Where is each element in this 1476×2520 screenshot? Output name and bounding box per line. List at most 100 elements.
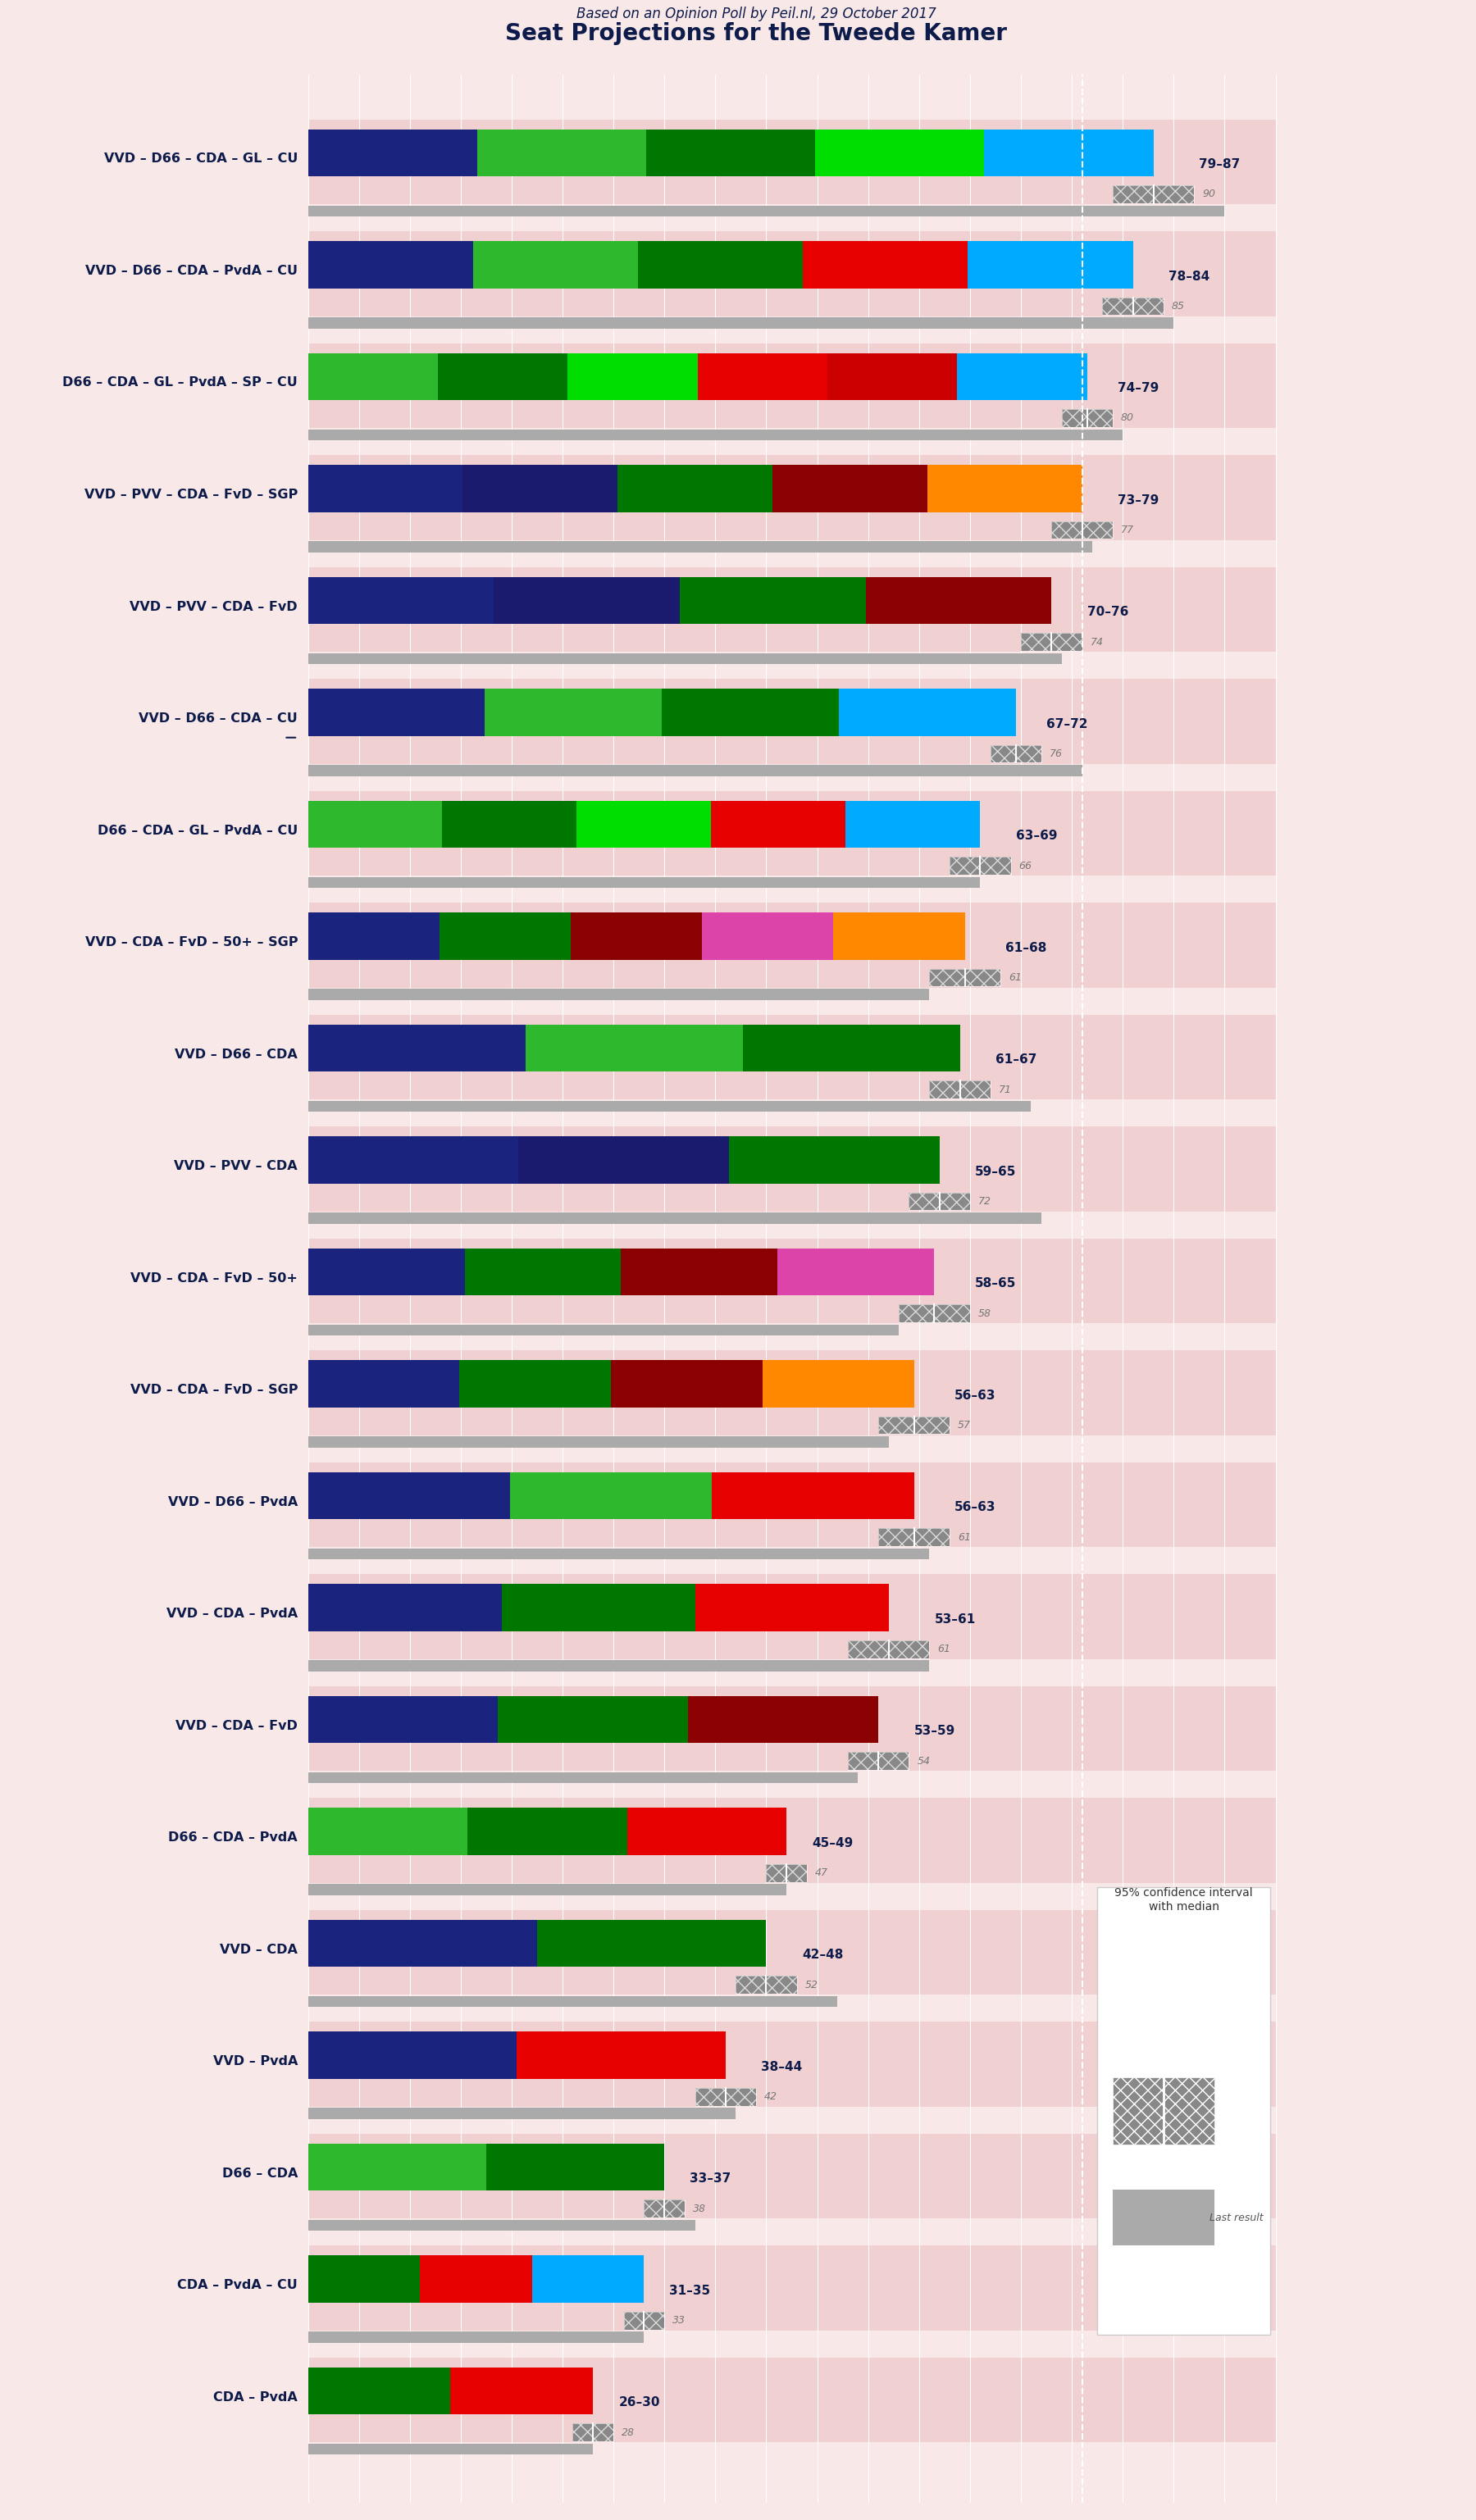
Text: VVD – D66 – PvdA: VVD – D66 – PvdA (168, 1497, 298, 1507)
Bar (308, 2245, 1275, 2331)
Text: 77: 77 (1120, 524, 1134, 534)
Title: Seat Projections for the Tweede Kamer: Seat Projections for the Tweede Kamer (505, 23, 1007, 45)
Bar (1113, 186, 1194, 204)
Text: VVD – D66 – CDA – PvdA – CU: VVD – D66 – CDA – PvdA – CU (86, 265, 298, 277)
Bar (735, 1976, 797, 1993)
Bar (573, 2424, 614, 2442)
Text: 33–37: 33–37 (689, 2172, 731, 2185)
Bar (568, 353, 698, 401)
Bar (440, 912, 571, 960)
Bar (472, 242, 638, 287)
Bar (308, 1585, 502, 1630)
Bar (735, 1976, 797, 1993)
Bar (847, 1751, 909, 1769)
Text: 72: 72 (979, 1197, 992, 1207)
Bar (930, 1081, 990, 1099)
Bar (308, 1361, 459, 1406)
Bar (308, 567, 1275, 653)
Bar (308, 2331, 644, 2344)
Bar (1097, 1887, 1271, 2336)
Bar (308, 2145, 486, 2190)
Bar (695, 1585, 889, 1630)
Bar (308, 1137, 518, 1184)
Bar (308, 678, 1275, 764)
Text: 53–59: 53–59 (914, 1726, 955, 1736)
Text: 56–63: 56–63 (955, 1502, 996, 1515)
Text: 61: 61 (1008, 973, 1021, 983)
Bar (763, 1361, 914, 1406)
Bar (661, 688, 838, 736)
Text: 63–69: 63–69 (1015, 829, 1057, 842)
Text: Last result: Last result (1209, 2213, 1263, 2223)
Text: 52: 52 (804, 1978, 818, 1991)
Bar (627, 1807, 787, 1855)
Bar (949, 857, 1011, 874)
Bar (772, 466, 927, 512)
Bar (308, 688, 486, 736)
Bar (308, 242, 472, 287)
Text: D66 – CDA: D66 – CDA (221, 2167, 298, 2180)
Text: VVD – PvdA: VVD – PvdA (213, 2056, 298, 2066)
Text: 54: 54 (917, 1756, 930, 1767)
Text: 42: 42 (765, 2092, 778, 2102)
Text: 45–49: 45–49 (812, 1837, 853, 1850)
Text: 58–65: 58–65 (976, 1278, 1017, 1290)
Bar (703, 912, 834, 960)
Bar (1061, 408, 1113, 426)
Bar (308, 791, 1275, 877)
Text: 26–30: 26–30 (618, 2397, 660, 2409)
Text: 42–48: 42–48 (801, 1948, 843, 1961)
Bar (828, 353, 958, 401)
Bar (308, 766, 1082, 776)
Text: 78–84: 78–84 (1169, 270, 1210, 282)
Bar (308, 2366, 450, 2414)
Bar (308, 318, 1173, 328)
Bar (308, 2031, 517, 2079)
Bar (459, 1361, 611, 1406)
Bar (308, 207, 1225, 217)
Text: 61–67: 61–67 (995, 1053, 1036, 1066)
Text: VVD – PVV – CDA – FvD – SGP: VVD – PVV – CDA – FvD – SGP (84, 489, 298, 501)
Text: 70–76: 70–76 (1088, 607, 1129, 617)
Text: 79–87: 79–87 (1199, 159, 1240, 171)
Bar (486, 688, 661, 736)
Bar (308, 1575, 1275, 1658)
Bar (525, 1026, 742, 1071)
Bar (878, 1416, 949, 1434)
Bar (308, 542, 1092, 552)
Bar (688, 1696, 878, 1744)
Bar (990, 746, 1041, 764)
Bar (308, 1797, 1275, 1882)
Bar (865, 577, 1051, 625)
Bar (930, 968, 1001, 985)
Bar (497, 1696, 688, 1744)
Bar (1051, 522, 1113, 539)
Bar (450, 2366, 593, 2414)
Bar (308, 1807, 468, 1855)
Bar (958, 353, 1088, 401)
Bar (573, 2424, 614, 2442)
Text: 76: 76 (1049, 748, 1063, 759)
Bar (847, 1641, 930, 1658)
Bar (846, 801, 980, 847)
Bar (878, 1527, 949, 1547)
Bar (308, 1910, 1275, 1996)
Bar (621, 1247, 778, 1295)
Bar (930, 968, 1001, 985)
Bar (443, 801, 577, 847)
Text: VVD – D66 – CDA – CU: VVD – D66 – CDA – CU (139, 713, 298, 726)
Bar (1021, 633, 1082, 650)
Bar (778, 1247, 934, 1295)
Bar (899, 1305, 970, 1323)
Text: 80: 80 (1120, 413, 1134, 423)
Text: 38–44: 38–44 (762, 2061, 803, 2074)
Bar (1113, 2076, 1215, 2145)
Text: 31–35: 31–35 (670, 2286, 710, 2298)
Text: D66 – CDA – PvdA: D66 – CDA – PvdA (168, 1832, 298, 1845)
Bar (509, 1472, 711, 1520)
Bar (308, 129, 477, 176)
Bar (617, 466, 772, 512)
Bar (878, 1416, 949, 1434)
Bar (680, 577, 865, 625)
Text: 73–79: 73–79 (1117, 494, 1159, 507)
